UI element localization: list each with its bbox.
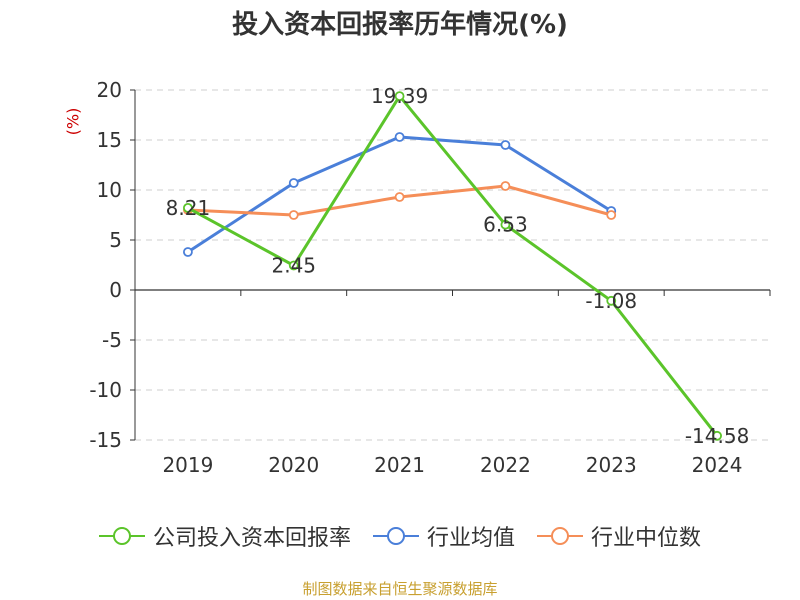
grid-lines <box>135 89 770 441</box>
legend-item-industry-mean[interactable]: 行业均值 <box>372 520 515 552</box>
y-tick-label: -15 <box>89 428 122 452</box>
data-label: 19.39 <box>371 84 428 108</box>
data-labels: 8.21 2.45 19.39 6.53 -1.08 -14.58 <box>166 84 750 448</box>
legend-item-company[interactable]: 公司投入资本回报率 <box>98 520 351 552</box>
chart-title: 投入资本回报率历年情况(%) <box>232 10 568 40</box>
data-point <box>394 91 405 101</box>
data-label: -14.58 <box>685 424 749 448</box>
x-tick-label: 2019 <box>162 453 213 477</box>
axes: 20 15 10 5 0 -5 -10 -15 2019 2020 2021 2022 2023 2024 <box>89 78 771 477</box>
data-point <box>183 202 193 213</box>
y-tick-label: 5 <box>109 228 122 252</box>
data-label: 8.21 <box>166 196 211 220</box>
x-tick-label: 2024 <box>692 453 743 477</box>
data-point <box>394 192 405 202</box>
legend: 公司投入资本回报率 行业均值 行业中位数 <box>0 520 800 552</box>
legend-line-marker-icon <box>372 527 419 545</box>
data-label: -1.08 <box>585 289 637 313</box>
legend-label: 公司投入资本回报率 <box>152 526 351 551</box>
legend-item-industry-median[interactable]: 行业中位数 <box>537 520 701 552</box>
y-tick-label: -5 <box>102 328 122 352</box>
data-point <box>288 260 299 271</box>
data-point <box>606 295 617 306</box>
x-tick-label: 2021 <box>374 453 425 477</box>
y-tick-label: -10 <box>89 378 122 402</box>
legend-label: 行业中位数 <box>591 526 702 551</box>
legend-line-marker-icon <box>98 527 145 545</box>
legend-label: 行业均值 <box>426 526 515 551</box>
x-tick-label: 2023 <box>586 453 637 477</box>
data-point <box>606 210 617 220</box>
series-line <box>187 94 719 437</box>
y-tick-label: 15 <box>97 128 122 152</box>
y-tick-label: 10 <box>97 178 122 202</box>
data-point <box>712 430 722 441</box>
legend-line-marker-icon <box>537 527 583 545</box>
y-tick-label: 20 <box>97 78 122 102</box>
data-source-note: 制图数据来自恒生聚源数据库 <box>302 580 498 598</box>
y-tick-label: 0 <box>109 278 122 302</box>
x-tick-label: 2022 <box>480 453 531 477</box>
data-label: 6.53 <box>483 213 528 237</box>
data-point <box>288 210 299 220</box>
data-point <box>288 178 299 188</box>
data-label: 2.45 <box>271 254 316 278</box>
data-point <box>183 247 193 257</box>
series-lines <box>183 91 722 441</box>
data-point <box>500 181 511 191</box>
data-point <box>500 219 511 230</box>
data-point <box>500 140 511 150</box>
x-tick-label: 2020 <box>268 453 319 477</box>
data-point <box>394 132 405 142</box>
